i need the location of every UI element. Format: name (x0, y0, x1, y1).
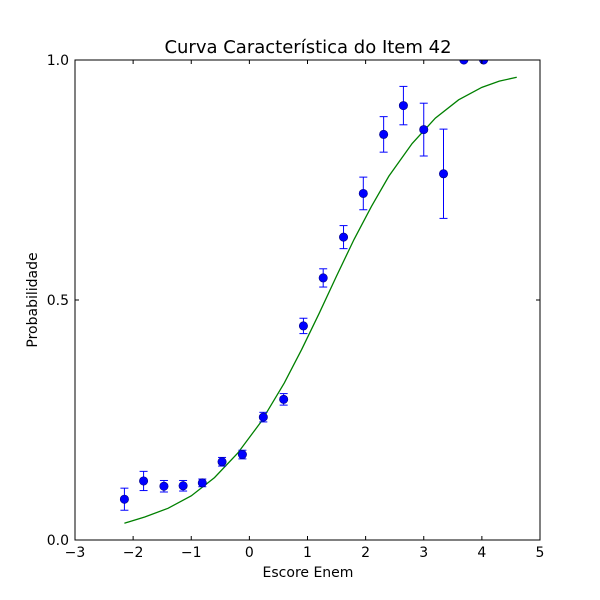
data-point-17 (459, 60, 469, 65)
data-point-16 (439, 169, 449, 179)
y-tick-label-2: 1.0 (47, 53, 69, 69)
data-point-8 (279, 394, 289, 404)
axis-ticks: −3 −2 −1 0 1 2 3 4 5 0.0 0.5 1.0 (47, 53, 545, 561)
x-tick-label-3: 0 (245, 545, 254, 561)
data-point-6 (237, 450, 247, 460)
x-tick-label-7: 4 (477, 545, 486, 561)
data-point-0 (119, 494, 129, 504)
data-point-14 (398, 101, 408, 111)
data-point-4 (197, 478, 207, 488)
x-tick-label-4: 1 (303, 545, 312, 561)
x-tick-label-2: −1 (181, 545, 202, 561)
x-tick-label-8: 5 (536, 545, 545, 561)
data-point-12 (358, 188, 368, 198)
x-tick-label-1: −2 (123, 545, 144, 561)
data-point-3 (178, 481, 188, 491)
y-tick-label-1: 0.5 (47, 293, 69, 309)
fitted-curve-line (124, 76, 517, 524)
data-point-15 (419, 125, 429, 135)
data-point-10 (318, 273, 328, 283)
x-axis-label: Escore Enem (263, 565, 354, 581)
plot-content (119, 60, 517, 524)
x-tick-label-0: −3 (65, 545, 86, 561)
data-point-5 (217, 457, 227, 467)
data-point-1 (139, 476, 149, 486)
data-point-13 (379, 129, 389, 139)
x-tick-label-6: 3 (419, 545, 428, 561)
chart-title: Curva Característica do Item 42 (164, 37, 451, 58)
y-tick-label-0: 0.0 (47, 533, 69, 549)
data-point-11 (339, 232, 349, 242)
y-axis-label: Probabilidade (25, 252, 41, 347)
data-point-9 (298, 321, 308, 331)
axes-frame (74, 59, 541, 541)
x-tick-label-5: 2 (361, 545, 370, 561)
data-point-7 (258, 412, 268, 422)
data-point-2 (159, 481, 169, 491)
plot-area (119, 60, 517, 524)
